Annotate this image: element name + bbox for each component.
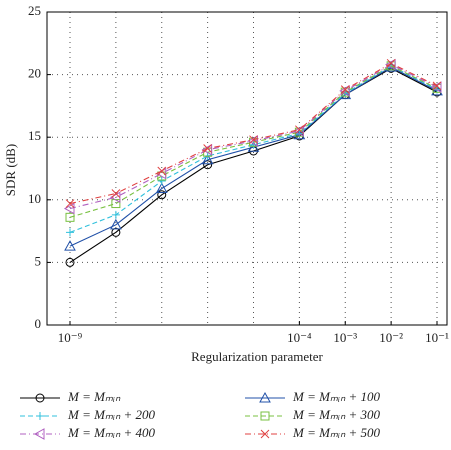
series-line — [69, 65, 438, 218]
legend-label: M = Mₘᵢₙ + 200 — [67, 407, 156, 422]
marker — [431, 84, 443, 96]
marker — [386, 58, 396, 68]
legend-marker — [33, 428, 45, 440]
marker — [340, 85, 350, 94]
y-tick-label: 15 — [28, 128, 41, 143]
marker — [295, 125, 304, 135]
marker — [293, 125, 304, 137]
marker — [65, 257, 75, 267]
legend-label: M = Mₘᵢₙ + 100 — [292, 389, 381, 404]
y-tick-label: 20 — [28, 66, 41, 81]
marker — [385, 58, 396, 71]
marker — [432, 81, 442, 91]
marker — [203, 160, 213, 170]
marker — [201, 153, 214, 165]
x-tick-label: 10⁻⁴ — [287, 330, 312, 345]
marker — [249, 135, 258, 145]
marker — [247, 135, 258, 147]
legend-label: M = Mₘᵢₙ + 400 — [67, 425, 156, 440]
x-tick-label: 10⁻⁹ — [58, 330, 83, 345]
marker — [157, 177, 166, 186]
marker — [201, 143, 213, 156]
legend-label: M = Mₘᵢₙ — [67, 389, 121, 404]
marker — [157, 190, 167, 200]
series-line — [69, 65, 438, 233]
marker — [66, 228, 74, 237]
marker — [65, 212, 75, 222]
legend-marker — [36, 412, 44, 420]
y-tick-label: 25 — [28, 3, 41, 18]
x-axis-label: Regularization parameter — [191, 349, 323, 364]
y-tick-label: 5 — [35, 253, 42, 268]
marker — [65, 199, 75, 208]
legend-marker — [260, 411, 270, 421]
marker — [111, 189, 121, 198]
marker — [110, 218, 122, 230]
y-tick-label: 0 — [35, 316, 42, 331]
legend-marker — [260, 429, 270, 439]
marker — [203, 144, 212, 153]
marker — [63, 202, 75, 215]
x-tick-label: 10⁻² — [379, 330, 403, 345]
marker — [64, 240, 76, 251]
legend-marker — [35, 393, 45, 403]
legend-label: M = Mₘᵢₙ + 300 — [292, 407, 381, 422]
y-axis-label: SDR (dB) — [3, 144, 18, 196]
plot-frame — [46, 11, 448, 326]
x-tick-label: 10⁻³ — [333, 330, 357, 345]
y-tick-label: 10 — [28, 191, 41, 206]
marker — [155, 182, 168, 194]
legend-marker — [259, 391, 271, 403]
legend-label: M = Mₘᵢₙ + 500 — [292, 425, 381, 440]
marker — [430, 81, 442, 93]
x-tick-label: 10⁻¹ — [425, 330, 449, 345]
marker — [339, 85, 350, 97]
marker — [247, 141, 260, 152]
marker — [111, 210, 120, 219]
marker — [157, 166, 167, 176]
series-line — [69, 63, 438, 210]
